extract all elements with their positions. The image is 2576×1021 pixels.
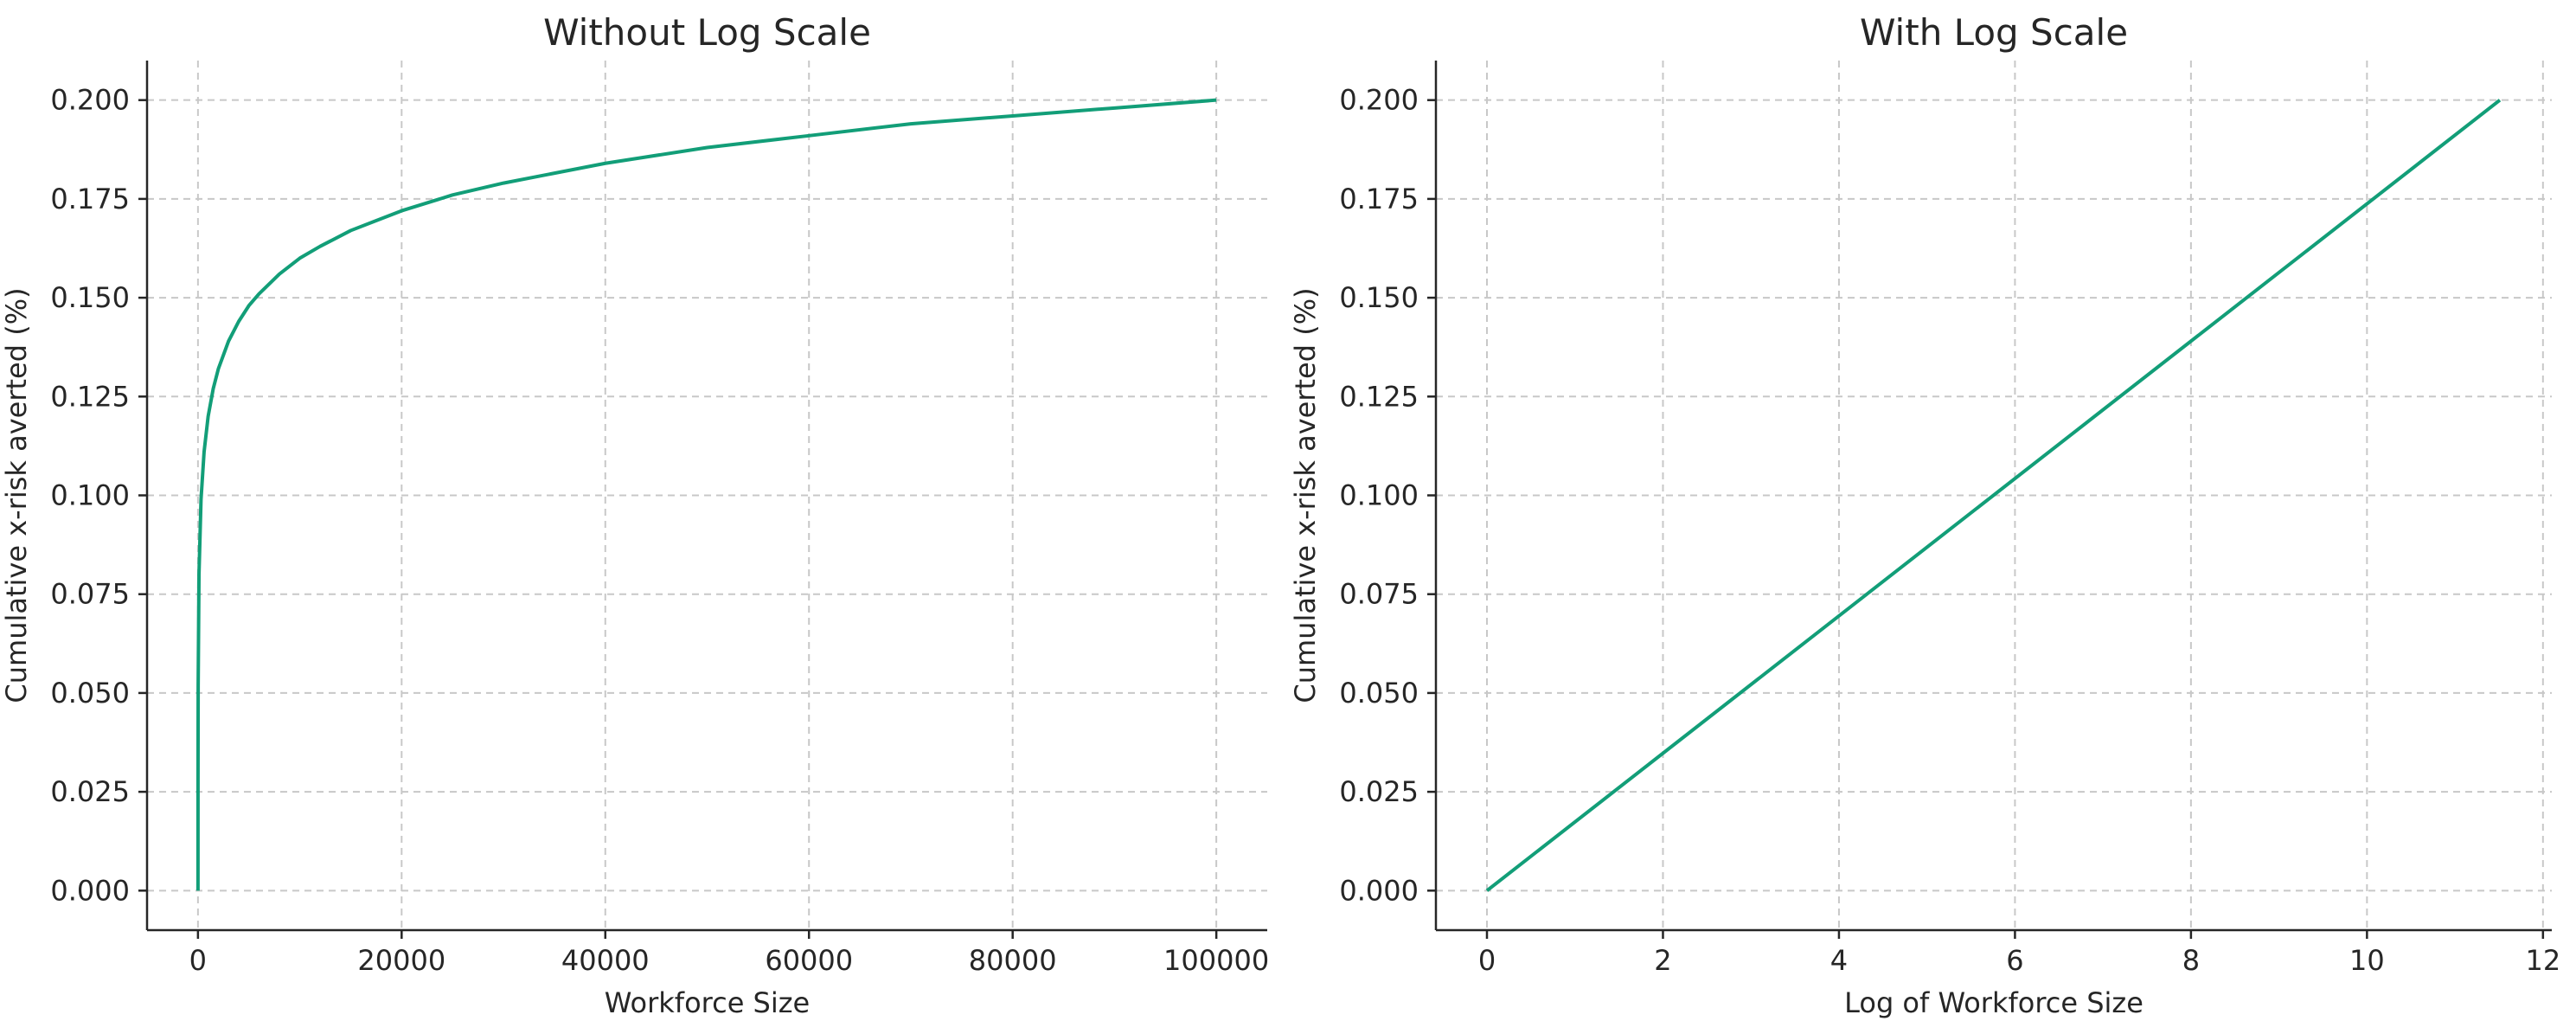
x-tick-label: 40000 (561, 944, 650, 977)
chart-panel-with-log-scale: 0.000 0.025 0.050 0.075 0.100 0.125 0.150 0.175… (1289, 11, 2560, 1019)
series-line (195, 98, 1217, 891)
x-tick-label: 60000 (765, 944, 853, 977)
y-tick-label: 0.150 (50, 281, 130, 314)
x-tick-label: 12 (2525, 944, 2560, 977)
y-tick-label: 0.125 (50, 380, 130, 413)
x-tick-label: 6 (2006, 944, 2023, 977)
series-line (1485, 99, 2502, 892)
chart-title: Without Log Scale (543, 11, 871, 54)
y-tick-label: 0.050 (50, 677, 130, 710)
y-axis-label: Cumulative x-risk averted (%) (1289, 287, 1322, 703)
y-axis-label: Cumulative x-risk averted (%) (0, 287, 33, 703)
x-tick-label: 100000 (1163, 944, 1269, 977)
x-axis-label: Log of Workforce Size (1844, 986, 2143, 1019)
y-tick-label: 0.025 (50, 775, 130, 808)
y-tick-label: 0.175 (50, 183, 130, 215)
y-tick-label: 0.175 (1339, 183, 1419, 215)
y-tick-label: 0.200 (1339, 84, 1419, 117)
y-tick-label: 0.075 (1339, 578, 1419, 611)
y-tick-label: 0.200 (50, 84, 130, 117)
x-tick-label: 8 (2182, 944, 2200, 977)
y-tick-label: 0.125 (1339, 380, 1419, 413)
y-tick-label: 0.075 (50, 578, 130, 611)
x-tick-label: 0 (189, 944, 207, 977)
y-tick-label: 0.100 (50, 479, 130, 512)
chart-panel-without-log-scale: 0.000 0.025 0.050 0.075 0.100 0.125 0.150 0.175… (0, 11, 1269, 1019)
x-tick-label: 80000 (969, 944, 1057, 977)
y-tick-label: 0.100 (1339, 479, 1419, 512)
x-axis-label: Workforce Size (605, 986, 810, 1019)
x-tick-label: 0 (1478, 944, 1496, 977)
y-tick-label: 0.000 (1339, 874, 1419, 907)
x-tick-label: 10 (2349, 944, 2385, 977)
y-tick-label: 0.025 (1339, 775, 1419, 808)
y-tick-label: 0.050 (1339, 677, 1419, 710)
chart-title: With Log Scale (1860, 11, 2128, 54)
x-tick-label: 20000 (357, 944, 445, 977)
y-tick-label: 0.150 (1339, 281, 1419, 314)
x-tick-label: 4 (1830, 944, 1848, 977)
x-tick-label: 2 (1654, 944, 1671, 977)
y-tick-label: 0.000 (50, 874, 130, 907)
